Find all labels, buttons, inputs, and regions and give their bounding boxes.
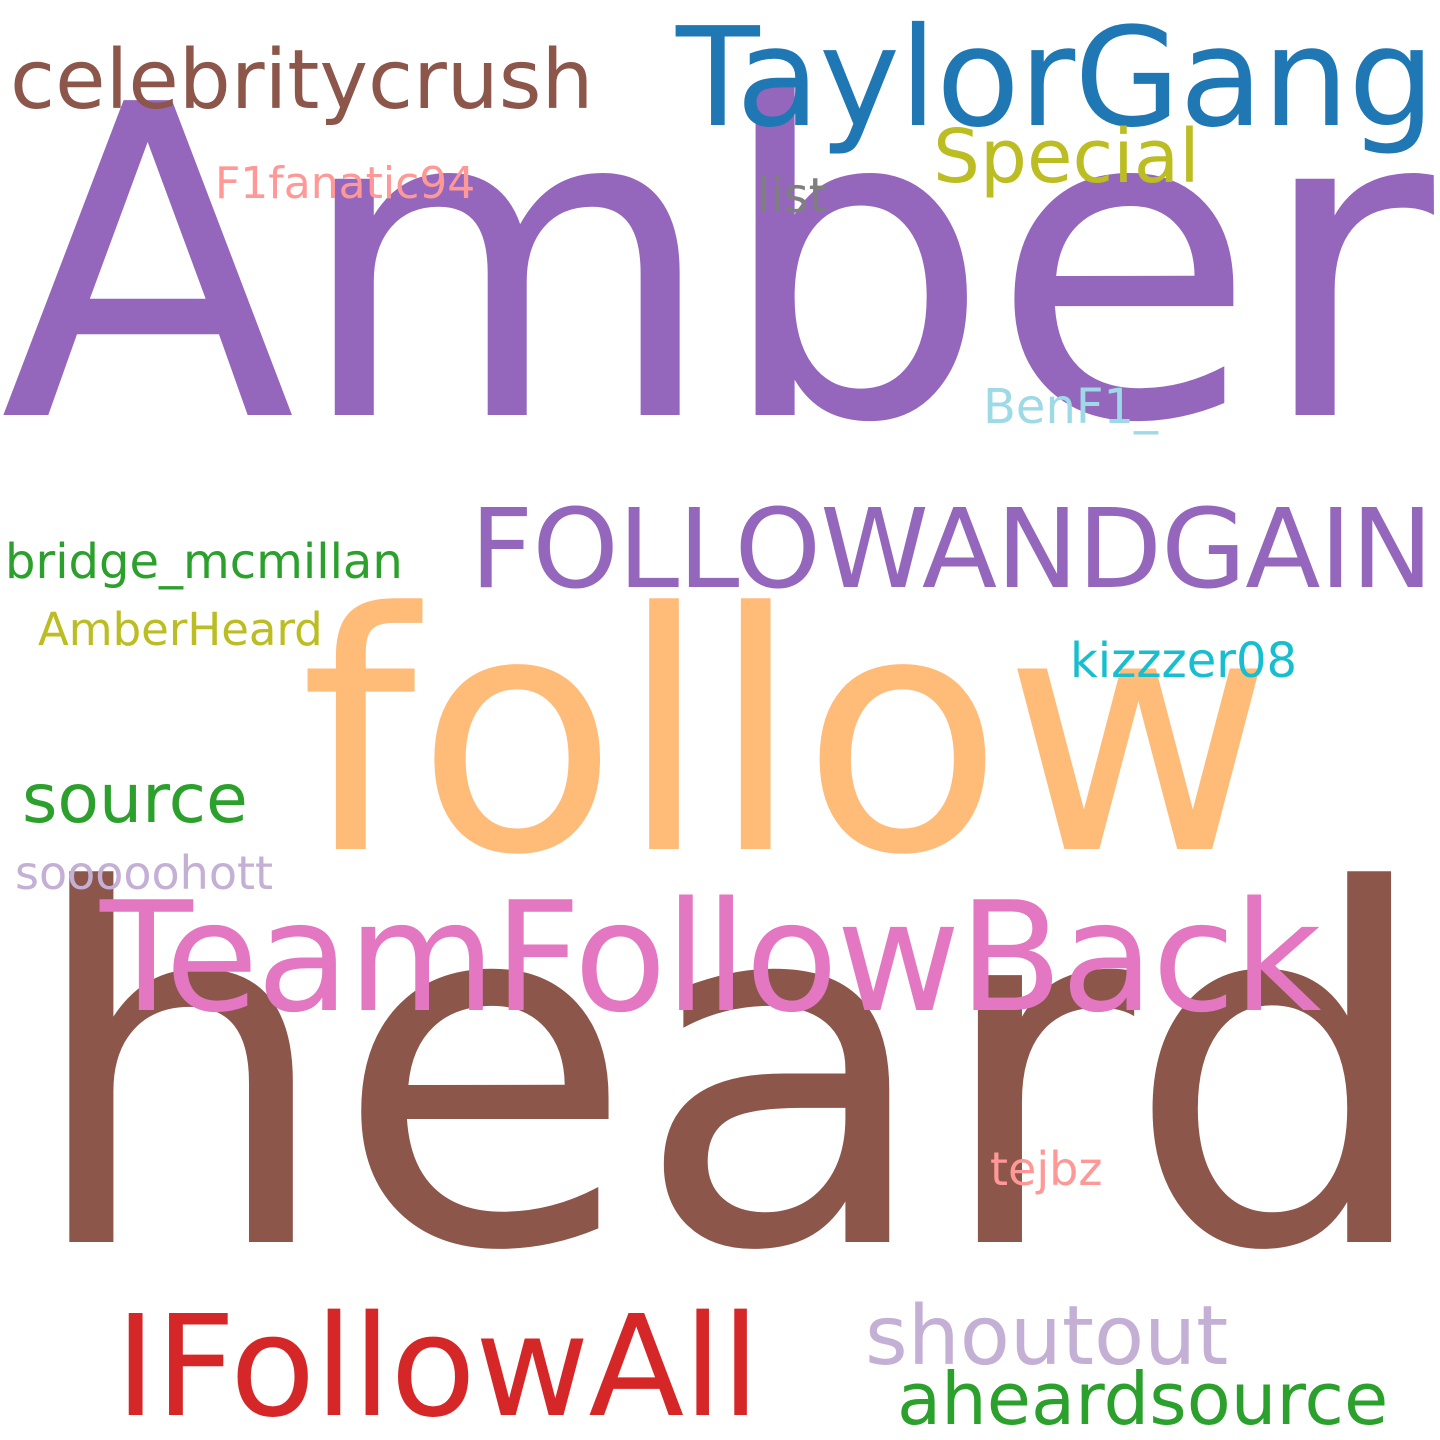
word-taylorgang: TaylorGang (676, 0, 1435, 158)
word-heard: heard (25, 790, 1436, 1358)
word-celebritycrush: celebritycrush (10, 33, 594, 128)
word-f1fanatic94: F1fanatic94 (215, 158, 476, 209)
word-follow: follow (300, 543, 1274, 927)
word-benf1: BenF1_ (983, 379, 1159, 435)
word-bridge-mcmillan: bridge_mcmillan (5, 534, 403, 590)
word-amber: Amber (0, 14, 1434, 517)
word-tejbz: tejbz (990, 1142, 1103, 1196)
word-amberheard: AmberHeard (38, 603, 323, 656)
word-sooooohott: sooooohott (15, 846, 274, 900)
word-kizzzer08: kizzzer08 (1070, 633, 1298, 689)
word-aheardsource: aheardsource (897, 1357, 1389, 1440)
word-teamfollowback: TeamFollowBack (100, 869, 1322, 1046)
word-list: list (757, 168, 828, 224)
word-followandgain: FOLLOWANDGAIN (470, 485, 1433, 613)
word-shoutout: shoutout (865, 1289, 1229, 1384)
word-ifollowall: IFollowAll (115, 1286, 760, 1440)
word-special: Special (933, 114, 1200, 200)
word-source: source (22, 760, 248, 839)
